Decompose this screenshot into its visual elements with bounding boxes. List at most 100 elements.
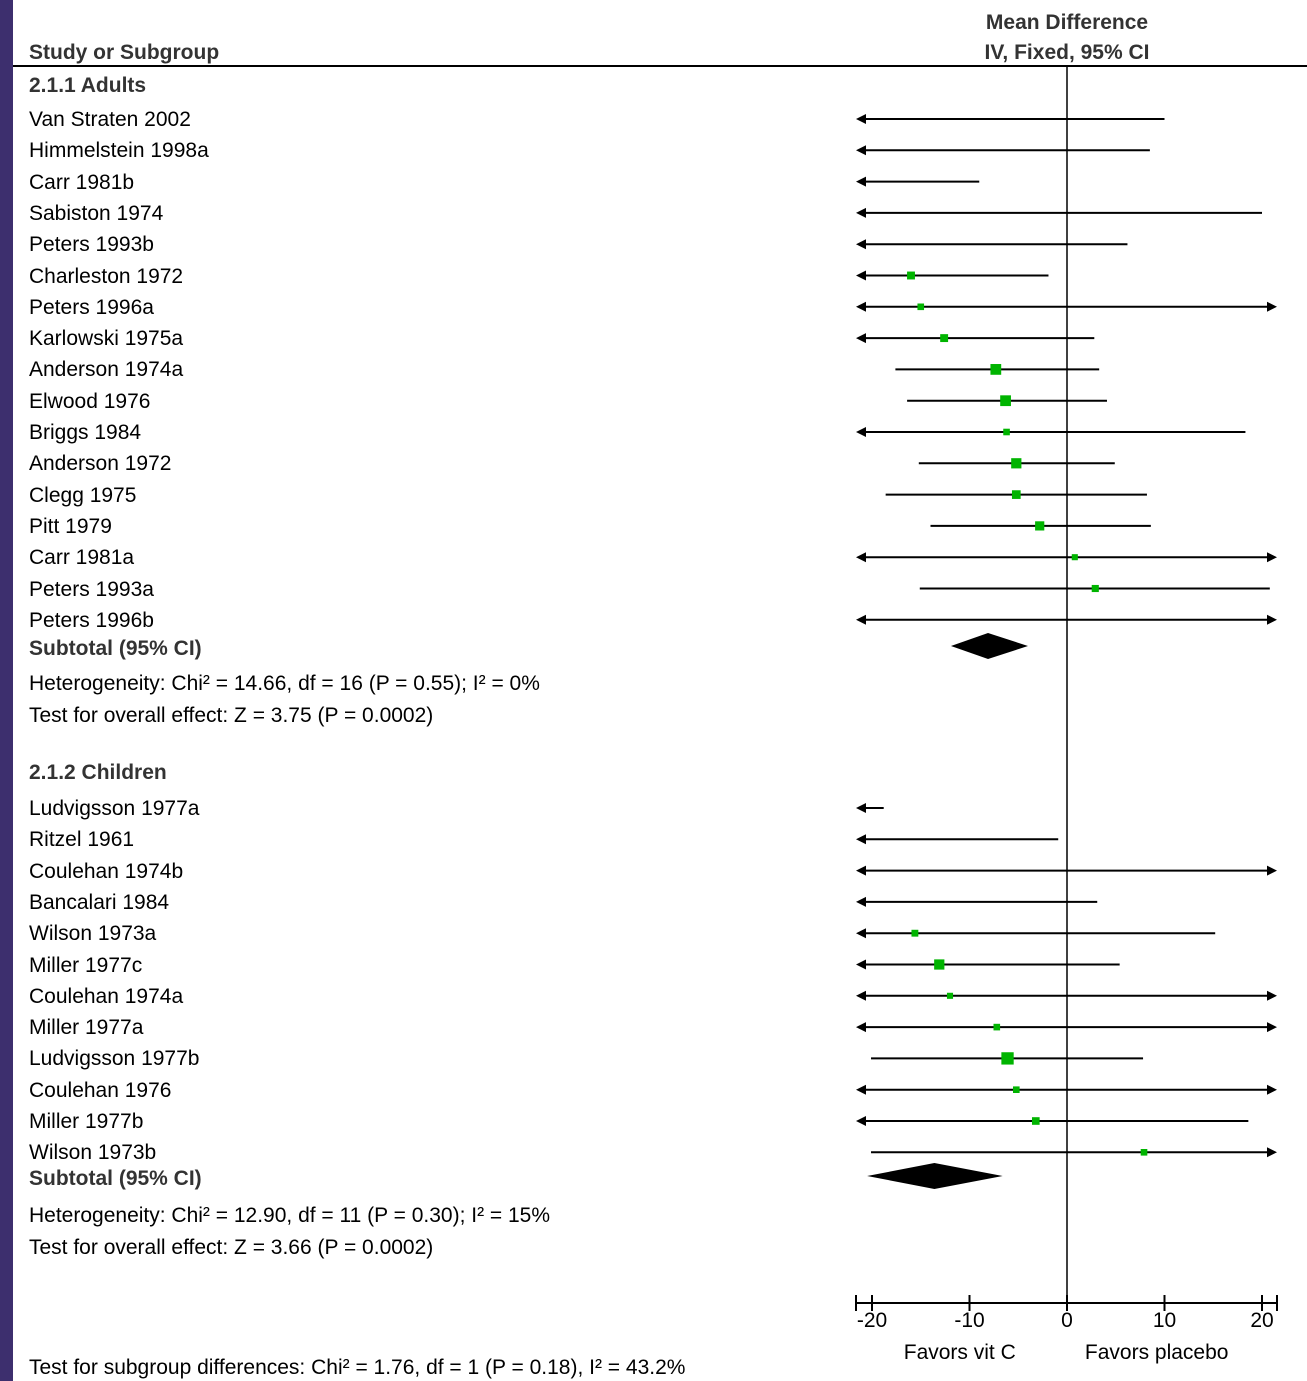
effect-square: [907, 271, 915, 280]
ci-arrow-left: [856, 1116, 866, 1126]
ci-arrow-right: [1267, 1147, 1277, 1158]
study-name: Miller 1977a: [29, 1016, 144, 1040]
study-name: Coulehan 1976: [29, 1078, 172, 1102]
ci-arrow-left: [856, 959, 866, 970]
column-header-study: Study or Subgroup: [29, 41, 220, 64]
study-name: Wilson 1973a: [29, 922, 157, 946]
ci-arrow-right: [1267, 552, 1277, 563]
study-name: Van Straten 2002: [29, 108, 191, 131]
x-tick-label: -20: [856, 1309, 888, 1332]
ci-arrow-left: [856, 803, 866, 813]
subtotal-diamond: [950, 633, 1028, 659]
heterogeneity-text: Heterogeneity: Chi² = 14.66, df = 16 (P …: [29, 672, 540, 695]
study-name: Bancalari 1984: [29, 890, 170, 914]
study-name: Peters 1996a: [29, 295, 154, 319]
column-header-md-line2: IV, Fixed, 95% CI: [984, 41, 1150, 64]
ci-arrow-left: [856, 114, 866, 124]
ci-arrow-left: [856, 239, 866, 250]
ci-arrow-left: [856, 896, 866, 907]
ci-arrow-right: [1267, 990, 1277, 1001]
effect-square: [993, 1023, 1001, 1031]
overall-effect-text: Test for overall effect: Z = 3.66 (P = 0…: [29, 1236, 434, 1259]
x-tick-label: 0: [1061, 1309, 1073, 1332]
effect-square: [990, 364, 1002, 375]
ci-arrow-left: [856, 427, 866, 437]
effect-square: [1001, 1052, 1014, 1065]
study-name: Peters 1993b: [29, 233, 154, 257]
forest-plot-panel: Study or Subgroup Mean Difference IV, Fi…: [13, 0, 1307, 1381]
ci-arrow-right: [1267, 1022, 1277, 1033]
subgroup-title: 2.1.1 Adults: [29, 74, 147, 97]
ci-arrow-right: [1267, 301, 1277, 312]
x-tick-label: 20: [1250, 1309, 1274, 1332]
study-name: Miller 1977b: [29, 1110, 144, 1133]
ci-arrow-right: [1267, 865, 1277, 876]
ci-arrow-left: [856, 176, 866, 187]
ci-arrow-left: [856, 834, 866, 845]
effect-square: [1091, 584, 1099, 593]
effect-square: [1011, 490, 1021, 499]
effect-square: [1011, 458, 1022, 469]
study-name: Coulehan 1974a: [29, 984, 184, 1008]
effect-square: [917, 303, 925, 311]
study-name: Elwood 1976: [29, 389, 151, 413]
study-name: Carr 1981b: [29, 170, 135, 194]
ci-arrow-left: [856, 145, 866, 156]
study-name: Karlowski 1975a: [29, 327, 184, 351]
ci-arrow-right: [1267, 1084, 1277, 1095]
study-name: Charleston 1972: [29, 264, 184, 288]
x-tick-label: -10: [954, 1309, 985, 1332]
forest-plot-svg: [13, 65, 1307, 1311]
ci-arrow-left: [856, 270, 866, 281]
study-name: Pitt 1979: [29, 514, 112, 538]
ci-arrow-right: [1267, 614, 1277, 625]
favors-left-label: Favors vit C: [903, 1341, 1016, 1364]
study-name: Miller 1977c: [29, 953, 143, 977]
study-name: Anderson 1972: [29, 452, 172, 476]
study-name: Carr 1981a: [29, 546, 135, 570]
subtotal-diamond: [867, 1163, 1003, 1189]
study-name: Peters 1996b: [29, 608, 154, 632]
effect-square: [1031, 1117, 1040, 1125]
subtotal-label: Subtotal (95% CI): [29, 1167, 202, 1190]
effect-square: [946, 992, 954, 999]
effect-square: [1071, 554, 1078, 561]
ci-arrow-left: [856, 552, 866, 563]
study-name: Peters 1993a: [29, 577, 154, 601]
x-tick-label: 10: [1152, 1309, 1177, 1332]
study-name: Briggs 1984: [29, 421, 142, 444]
effect-square: [934, 959, 945, 970]
study-name: Ritzel 1961: [29, 828, 135, 852]
effect-square: [911, 929, 919, 937]
ci-arrow-left: [856, 333, 866, 344]
ci-arrow-left: [856, 207, 866, 218]
study-name: Coulehan 1974b: [29, 859, 184, 883]
heterogeneity-text: Heterogeneity: Chi² = 12.90, df = 11 (P …: [29, 1204, 551, 1227]
ci-arrow-left: [856, 1022, 866, 1033]
study-name: Ludvigsson 1977b: [29, 1047, 200, 1071]
overall-effect-text: Test for overall effect: Z = 3.75 (P = 0…: [29, 704, 434, 727]
ci-arrow-left: [856, 1084, 866, 1095]
effect-square: [1003, 428, 1010, 436]
ci-arrow-left: [856, 865, 866, 876]
study-name: Clegg 1975: [29, 483, 137, 507]
favors-right-label: Favors placebo: [1084, 1341, 1229, 1364]
subgroup-title: 2.1.2 Children: [29, 761, 167, 784]
ci-arrow-left: [856, 301, 866, 312]
ci-arrow-left: [856, 928, 866, 939]
effect-square: [1013, 1086, 1020, 1093]
study-name: Ludvigsson 1977a: [29, 797, 200, 820]
effect-square: [940, 334, 949, 343]
study-name: Wilson 1973b: [29, 1141, 157, 1165]
effect-square: [1000, 395, 1011, 407]
ci-arrow-left: [856, 614, 866, 625]
study-name: Himmelstein 1998a: [29, 139, 209, 163]
study-name: Anderson 1974a: [29, 358, 184, 382]
subtotal-label: Subtotal (95% CI): [29, 637, 202, 660]
study-name: Sabiston 1974: [29, 201, 164, 225]
subgroup-differences-text: Test for subgroup differences: Chi² = 1.…: [29, 1356, 686, 1379]
column-header-md-line1: Mean Difference: [985, 11, 1149, 34]
effect-square: [1140, 1149, 1148, 1156]
effect-square: [1035, 521, 1045, 531]
ci-arrow-left: [856, 990, 866, 1001]
